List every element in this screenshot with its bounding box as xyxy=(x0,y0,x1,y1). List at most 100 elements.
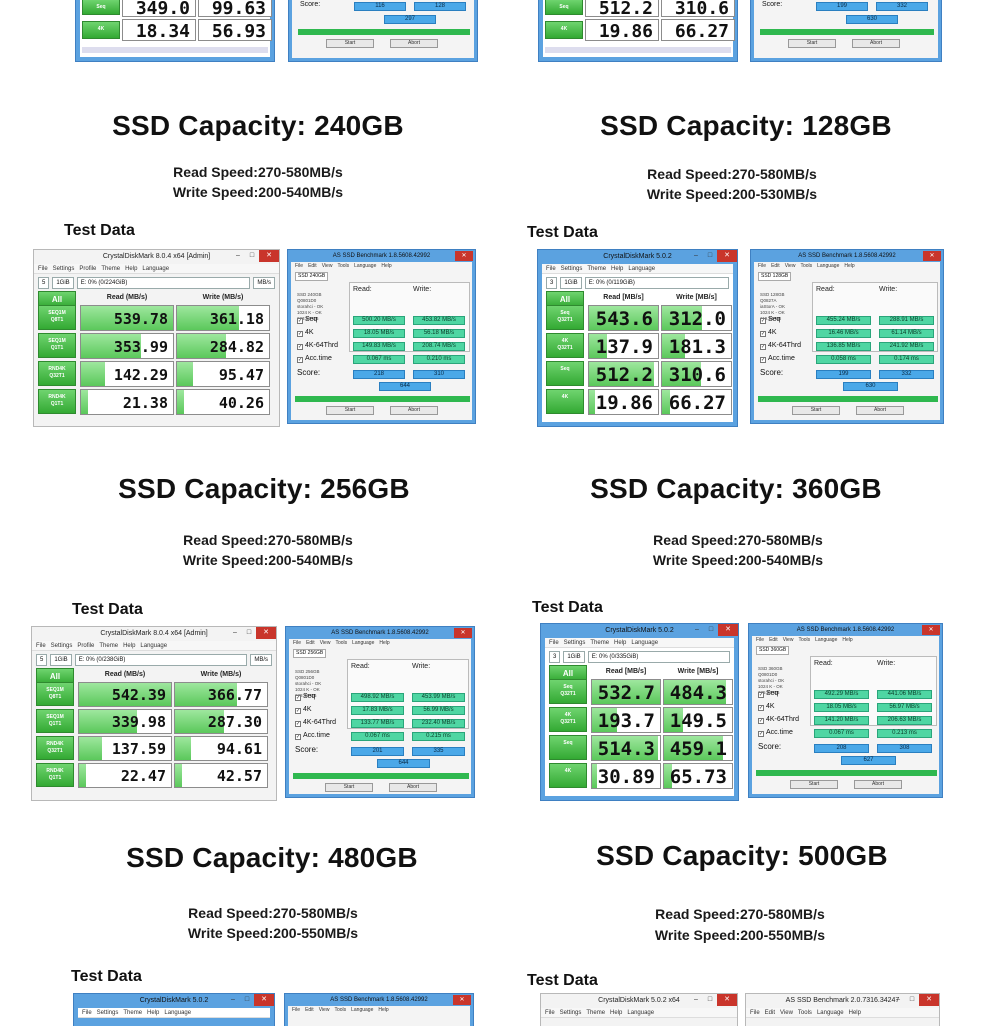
menu-item[interactable]: View xyxy=(784,263,796,269)
count-select[interactable]: 3 xyxy=(546,277,558,289)
close-icon[interactable]: ✕ xyxy=(259,250,279,262)
size-select[interactable]: 1GiB xyxy=(560,277,582,289)
menu-item[interactable]: Language xyxy=(142,266,170,272)
menu-item[interactable]: File xyxy=(38,266,48,272)
close-icon[interactable]: ✕ xyxy=(256,627,276,639)
close-icon[interactable]: ✕ xyxy=(454,628,472,638)
menu-item[interactable]: Settings xyxy=(563,640,586,646)
menu-item[interactable]: Help xyxy=(381,263,392,269)
test-checkbox[interactable]: ✓ 4K xyxy=(760,329,777,337)
menu-file[interactable]: File xyxy=(292,1007,301,1013)
maximize-icon[interactable]: □ xyxy=(707,996,713,1003)
test-checkbox[interactable]: ✓ 4K-64Thrd xyxy=(760,342,801,350)
menu-item[interactable]: Theme xyxy=(587,266,607,272)
drive-select[interactable]: SSD 360GB xyxy=(756,646,790,655)
abort-button[interactable]: Abort xyxy=(390,39,438,48)
minimize-icon[interactable]: – xyxy=(233,629,237,636)
test-button[interactable]: 4K Q32T1 xyxy=(549,707,587,732)
test-checkbox[interactable]: ✓ 4K xyxy=(295,706,312,714)
menu-item[interactable]: Help xyxy=(614,640,627,646)
menu-item[interactable]: View xyxy=(319,640,331,646)
test-checkbox[interactable]: ✓ 4K xyxy=(297,329,314,337)
drive-select[interactable]: E: 0% (0/224GiB) xyxy=(76,277,251,289)
menu-file[interactable]: File xyxy=(82,1010,92,1016)
test-button[interactable]: Seq Q32T1 xyxy=(549,679,587,704)
menu-item[interactable]: Language xyxy=(815,637,838,643)
menu-item[interactable]: Profile xyxy=(79,266,97,272)
test-checkbox[interactable]: ✓ Acc.time xyxy=(297,355,332,363)
menu-help[interactable]: Help xyxy=(147,1010,160,1016)
menu-item[interactable]: Tools xyxy=(800,263,813,269)
menu-item[interactable]: Theme xyxy=(99,643,119,649)
test-button[interactable]: RND4K Q1T1 xyxy=(36,763,74,787)
menu-settings[interactable]: Settings xyxy=(96,1010,119,1016)
menu-item[interactable]: Theme xyxy=(101,266,121,272)
close-icon[interactable]: ✕ xyxy=(717,250,737,262)
drive-select[interactable]: E: 0% (0/238GiB) xyxy=(74,654,248,666)
drive-select[interactable]: E: 0% (0/119GiB) xyxy=(584,277,729,289)
menu-language[interactable]: Language xyxy=(164,1010,192,1016)
test-button[interactable]: Seq xyxy=(546,361,584,386)
minimize-icon[interactable]: – xyxy=(694,996,698,1003)
test-button[interactable]: 4K xyxy=(546,389,584,414)
checkbox-icon[interactable]: ✓ xyxy=(297,331,303,337)
checkbox-icon[interactable]: ✓ xyxy=(758,692,764,698)
menu-theme[interactable]: Theme xyxy=(586,1010,606,1016)
abort-button[interactable]: Abort xyxy=(852,39,900,48)
menu-item[interactable]: Language xyxy=(354,263,377,269)
maximize-icon[interactable]: □ xyxy=(909,996,915,1003)
test-checkbox[interactable]: ✓ Seq xyxy=(758,690,778,698)
menu-help[interactable]: Help xyxy=(378,1007,389,1013)
abort-button[interactable]: Abort xyxy=(856,406,904,415)
minimize-icon[interactable]: – xyxy=(694,252,698,259)
start-button[interactable]: Start xyxy=(326,406,374,415)
maximize-icon[interactable]: □ xyxy=(708,626,714,633)
menu-view[interactable]: View xyxy=(318,1007,330,1013)
test-button[interactable]: RND4K Q1T1 xyxy=(38,389,76,414)
menu-item[interactable]: File xyxy=(36,643,46,649)
test-button[interactable]: SEQ1M Q8T1 xyxy=(36,682,74,706)
menu-item[interactable]: Language xyxy=(628,266,656,272)
menu-item[interactable]: Help xyxy=(611,266,624,272)
menu-tools[interactable]: Tools xyxy=(334,1007,347,1013)
drive-select[interactable]: SSD 128GB xyxy=(758,272,792,281)
close-icon[interactable]: ✕ xyxy=(718,624,738,636)
checkbox-icon[interactable]: ✓ xyxy=(295,734,301,740)
test-button[interactable]: SEQ1M Q1T1 xyxy=(38,333,76,358)
checkbox-icon[interactable]: ✓ xyxy=(760,331,766,337)
size-select[interactable]: 1GiB xyxy=(563,651,585,663)
test-checkbox[interactable]: ✓ Seq xyxy=(760,316,780,324)
menu-language[interactable]: Language xyxy=(816,1010,844,1016)
close-icon[interactable]: ✕ xyxy=(254,994,274,1006)
menu-item[interactable]: View xyxy=(321,263,333,269)
test-button[interactable]: SEQ1M Q8T1 xyxy=(38,305,76,330)
minimize-icon[interactable]: – xyxy=(695,626,699,633)
checkbox-icon[interactable]: ✓ xyxy=(297,344,303,350)
test-checkbox[interactable]: ✓ 4K xyxy=(758,703,775,711)
checkbox-icon[interactable]: ✓ xyxy=(758,705,764,711)
menu-help[interactable]: Help xyxy=(848,1010,861,1016)
maximize-icon[interactable]: □ xyxy=(707,252,713,259)
menu-item[interactable]: Tools xyxy=(335,640,348,646)
test-checkbox[interactable]: ✓ Seq xyxy=(295,693,315,701)
test-button[interactable]: RND4K Q32T1 xyxy=(36,736,74,760)
drive-select[interactable]: SSD 240GB xyxy=(295,272,329,281)
menu-item[interactable]: File xyxy=(756,637,765,643)
close-icon[interactable]: ✕ xyxy=(923,251,941,261)
menu-item[interactable]: File xyxy=(546,266,556,272)
test-button[interactable]: Seq Q32T1 xyxy=(546,305,584,330)
menu-tools[interactable]: Tools xyxy=(797,1010,812,1016)
menu-item[interactable]: File xyxy=(758,263,767,269)
minimize-icon[interactable]: – xyxy=(236,252,240,259)
start-button[interactable]: Start xyxy=(788,39,836,48)
menu-item[interactable]: Help xyxy=(844,263,855,269)
unit-select[interactable]: MB/s xyxy=(253,277,275,289)
menu-item[interactable]: Edit xyxy=(308,263,317,269)
row-label-seq[interactable]: Seq xyxy=(545,0,583,15)
menu-item[interactable]: Help xyxy=(842,637,853,643)
menu-settings[interactable]: Settings xyxy=(559,1010,582,1016)
count-select[interactable]: 5 xyxy=(38,277,50,289)
close-icon[interactable]: ✕ xyxy=(922,625,940,635)
count-select[interactable]: 3 xyxy=(549,651,561,663)
menu-view[interactable]: View xyxy=(780,1010,793,1016)
